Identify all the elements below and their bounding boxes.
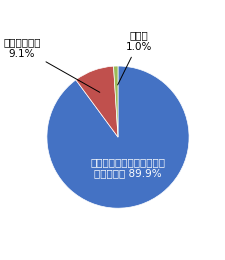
Text: 知らなかった
9.1%: 知らなかった 9.1% [3,37,99,92]
Wedge shape [113,66,117,137]
Wedge shape [47,66,188,208]
Text: 設置する義務があることを
知っている 89.9%: 設置する義務があることを 知っている 89.9% [90,157,165,178]
Wedge shape [76,66,117,137]
Text: 無回答
1.0%: 無回答 1.0% [117,30,152,85]
